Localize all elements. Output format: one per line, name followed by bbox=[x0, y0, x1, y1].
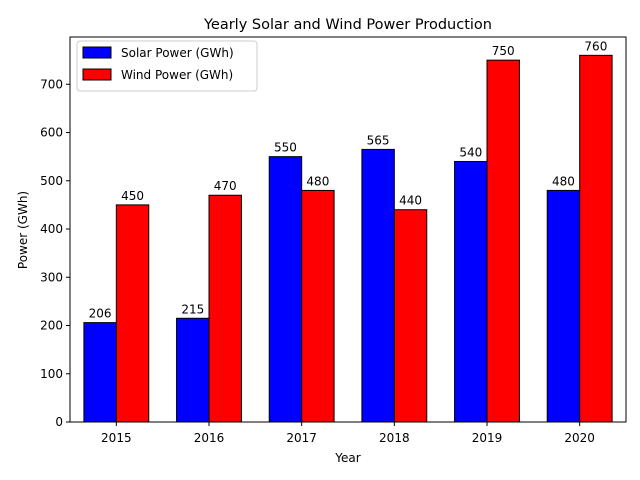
y-axis-label: Power (GWh) bbox=[16, 191, 30, 269]
data-label-wind-2018: 440 bbox=[399, 194, 422, 208]
data-label-wind-2019: 750 bbox=[492, 44, 515, 58]
y-tick-label: 400 bbox=[40, 222, 63, 236]
data-label-wind-2015: 450 bbox=[121, 189, 144, 203]
bar-solar-2016 bbox=[176, 317, 210, 423]
y-tick-label: 500 bbox=[40, 174, 63, 188]
data-label-wind-2017: 480 bbox=[306, 174, 329, 188]
data-label-solar-2018: 565 bbox=[367, 133, 390, 147]
data-label-solar-2020: 480 bbox=[552, 174, 575, 188]
x-tick-label: 2018 bbox=[379, 431, 410, 445]
bar-wind-2020 bbox=[579, 54, 613, 423]
x-axis-label: Year bbox=[334, 451, 360, 465]
bar-wind-2015 bbox=[115, 204, 150, 423]
data-labels-layer: 206 215 550 565 540 480 450 470 480 440 750 760 bbox=[89, 39, 608, 320]
bar-solar-2020 bbox=[546, 189, 581, 423]
y-tick-label: 700 bbox=[40, 77, 63, 91]
y-tick-label: 0 bbox=[55, 415, 63, 429]
legend-swatch-wind bbox=[82, 68, 112, 81]
x-tick-label: 2019 bbox=[472, 431, 503, 445]
bar-wind-2018 bbox=[393, 209, 428, 423]
data-label-solar-2015: 206 bbox=[89, 307, 112, 321]
data-label-solar-2017: 550 bbox=[274, 141, 297, 155]
y-tick-label: 300 bbox=[40, 270, 63, 284]
x-tick-label: 2017 bbox=[286, 431, 317, 445]
bar-wind-2016 bbox=[208, 194, 242, 423]
legend-swatch-solar bbox=[82, 46, 112, 59]
data-label-wind-2016: 470 bbox=[214, 179, 237, 193]
legend-label-wind: Wind Power (GWh) bbox=[121, 68, 233, 82]
bar-wind-2019 bbox=[486, 59, 520, 423]
legend-label-solar: Solar Power (GWh) bbox=[121, 46, 234, 60]
bar-solar-2018 bbox=[361, 148, 395, 423]
bar-solar-2019 bbox=[454, 160, 488, 423]
bar-wind-2017 bbox=[301, 189, 335, 423]
bars-layer bbox=[83, 54, 613, 423]
bar-solar-2017 bbox=[268, 156, 303, 423]
data-label-solar-2019: 540 bbox=[459, 145, 482, 159]
plot-frame bbox=[69, 36, 627, 423]
bar-solar-2015 bbox=[83, 322, 117, 423]
chart-title: Yearly Solar and Wind Power Production bbox=[203, 17, 492, 33]
y-tick-label: 100 bbox=[40, 367, 63, 381]
legend-box bbox=[76, 40, 258, 92]
data-label-solar-2016: 215 bbox=[181, 302, 204, 316]
legend: Solar Power (GWh) Wind Power (GWh) bbox=[76, 40, 258, 92]
data-label-wind-2020: 760 bbox=[584, 39, 607, 53]
x-tick-label: 2015 bbox=[101, 431, 132, 445]
y-tick-label: 200 bbox=[40, 319, 63, 333]
axes-layer: 0 100 200 300 400 500 600 700 2015 2016 2017 2018 20… bbox=[40, 36, 627, 445]
x-tick-label: 2016 bbox=[194, 431, 225, 445]
y-tick-label: 600 bbox=[40, 126, 63, 140]
x-tick-label: 2020 bbox=[564, 431, 595, 445]
